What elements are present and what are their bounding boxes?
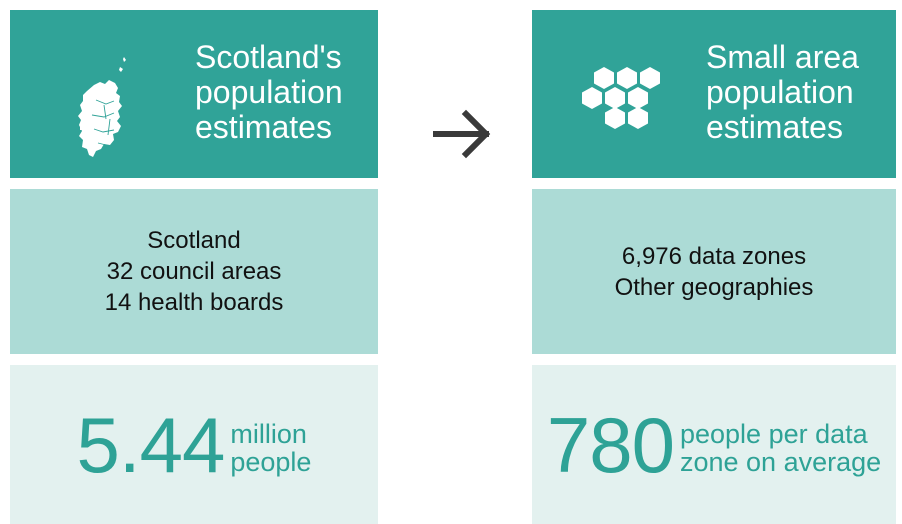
right-stat-caption: people per data xyxy=(679,418,868,449)
left-stat-box: 5.44 million people xyxy=(10,365,378,524)
left-coverage-box: Scotland 32 council areas 14 health boar… xyxy=(10,189,378,354)
left-coverage-line: 32 council areas xyxy=(106,258,282,285)
right-stat-box: 780 people per data zone on average xyxy=(532,365,896,524)
left-header-line: Scotland's xyxy=(195,39,342,75)
right-coverage-line: Other geographies xyxy=(614,273,814,301)
right-coverage-box: 6,976 data zones Other geographies xyxy=(532,189,896,354)
left-coverage-line: 14 health boards xyxy=(104,289,284,316)
right-header-line: population xyxy=(706,74,854,110)
arrow-right-icon xyxy=(433,109,491,159)
right-header-title: Small area population estimates xyxy=(706,40,881,145)
left-stat-caption: million xyxy=(230,418,307,449)
left-stat-caption: people xyxy=(230,446,312,477)
hexagon-cluster-icon xyxy=(582,67,660,129)
left-coverage-line: Scotland xyxy=(147,227,241,254)
right-header-line: estimates xyxy=(706,109,843,145)
left-header-line: estimates xyxy=(195,109,332,145)
left-stat-value: 5.44 xyxy=(76,400,226,489)
right-stat-caption: zone on average xyxy=(679,446,882,477)
right-stat-value: 780 xyxy=(546,400,675,489)
right-coverage-line: 6,976 data zones xyxy=(621,242,807,270)
right-header-box: Small area population estimates xyxy=(532,10,896,178)
scotland-map-icon xyxy=(78,57,126,157)
left-header-line: population xyxy=(195,74,343,110)
right-header-line: Small area xyxy=(706,39,859,75)
left-header-box: Scotland's population estimates xyxy=(10,10,378,178)
left-header-title: Scotland's population estimates xyxy=(195,40,370,145)
